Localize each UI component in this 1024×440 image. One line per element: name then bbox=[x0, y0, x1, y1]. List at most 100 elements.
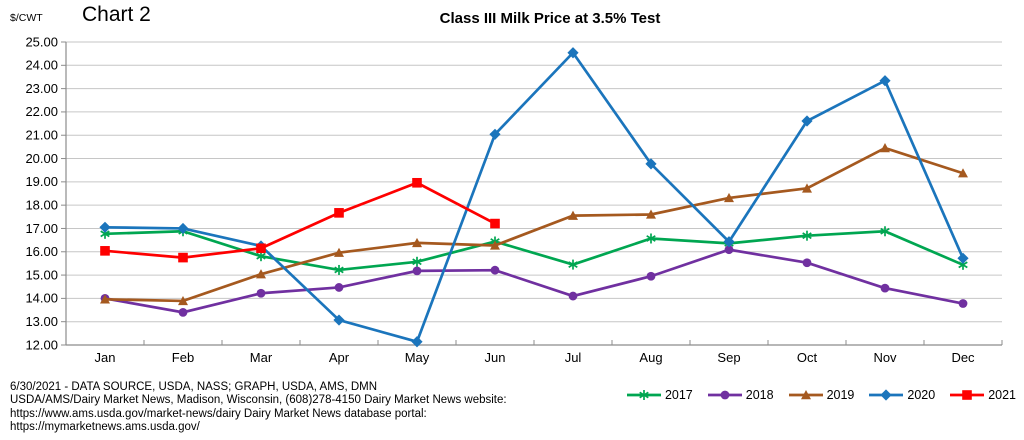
y-tick-label: 21.00 bbox=[25, 128, 58, 143]
legend-label: 2018 bbox=[745, 388, 774, 402]
y-tick-label: 14.00 bbox=[25, 291, 58, 306]
y-tick-label: 25.00 bbox=[25, 34, 58, 49]
x-tick-label: Jun bbox=[485, 350, 506, 365]
data-point-marker-asterisk bbox=[802, 230, 812, 241]
x-tick-label: Sep bbox=[717, 350, 740, 365]
data-point-marker-circle bbox=[256, 288, 266, 298]
data-point-marker-circle bbox=[880, 283, 890, 293]
source-note-line: USDA/AMS/Dairy Market News, Madison, Wis… bbox=[10, 394, 507, 407]
legend-item-2019: 2019 bbox=[787, 388, 855, 402]
y-tick-label: 24.00 bbox=[25, 58, 58, 73]
data-point-marker-circle bbox=[568, 291, 578, 301]
legend-label: 2020 bbox=[907, 388, 936, 402]
data-point-marker-circle bbox=[958, 299, 968, 308]
x-tick-label: Oct bbox=[797, 350, 818, 365]
data-point-marker-diamond bbox=[879, 75, 891, 87]
data-point-marker-asterisk bbox=[646, 233, 656, 244]
data-point-marker-square bbox=[100, 246, 110, 256]
source-note: 6/30/2021 - DATA SOURCE, USDA, NASS; GRA… bbox=[10, 381, 507, 435]
data-point-marker-diamond bbox=[99, 221, 111, 233]
legend-swatch-circle-icon bbox=[707, 390, 742, 400]
data-point-marker-triangle bbox=[490, 240, 500, 250]
data-point-marker-square bbox=[334, 208, 344, 218]
data-point-marker-asterisk bbox=[568, 259, 578, 270]
data-point-marker-triangle bbox=[800, 390, 811, 400]
data-point-marker-circle bbox=[724, 245, 734, 255]
y-tick-label: 23.00 bbox=[25, 81, 58, 96]
data-point-marker-circle bbox=[802, 258, 812, 268]
source-note-line: https://www.ams.usda.gov/market-news/dai… bbox=[10, 407, 427, 420]
legend-swatch-diamond-icon bbox=[869, 389, 904, 401]
chart-number-label: Chart 2 bbox=[82, 3, 151, 26]
data-point-marker-triangle bbox=[802, 183, 812, 193]
data-point-marker-square bbox=[178, 252, 188, 263]
source-note-line: https://mymarketnews.ams.usda.gov/ bbox=[10, 421, 200, 434]
y-tick-label: 17.00 bbox=[25, 221, 58, 236]
x-tick-label: Jan bbox=[95, 350, 116, 365]
data-point-marker-diamond bbox=[645, 158, 657, 170]
line-chart-svg: 12.00 13.00 14.00 15.00 16.00 17.00 18.00 19.00… bbox=[25, 34, 1003, 365]
data-point-marker-triangle bbox=[646, 209, 656, 219]
series-2017 bbox=[100, 226, 968, 275]
data-point-marker-triangle bbox=[568, 210, 578, 220]
source-note-line: 6/30/2021 - DATA SOURCE, USDA, NASS; GRA… bbox=[10, 381, 378, 393]
x-tick-label: May bbox=[405, 350, 430, 365]
data-point-marker-diamond bbox=[723, 236, 735, 248]
y-tick-label: 18.00 bbox=[25, 197, 58, 212]
data-point-marker-diamond bbox=[411, 336, 423, 348]
y-tick-label: 20.00 bbox=[25, 151, 58, 166]
legend-item-2021: 2021 bbox=[948, 388, 1016, 402]
y-tick-label: 16.00 bbox=[25, 244, 58, 259]
data-point-marker-diamond bbox=[333, 314, 345, 326]
data-point-marker-triangle bbox=[256, 269, 266, 279]
x-tick-label: Aug bbox=[639, 350, 662, 365]
data-point-marker-asterisk bbox=[880, 226, 890, 237]
data-point-marker-triangle bbox=[178, 295, 188, 306]
data-point-marker-diamond bbox=[957, 252, 969, 264]
x-tick-label: Mar bbox=[250, 350, 273, 365]
data-point-marker-triangle bbox=[412, 237, 422, 248]
data-point-marker-triangle bbox=[724, 192, 734, 203]
data-point-marker-triangle bbox=[100, 294, 110, 304]
legend-swatch-square-icon bbox=[950, 390, 985, 400]
y-tick-label: 22.00 bbox=[25, 104, 58, 119]
legend-item-2018: 2018 bbox=[706, 388, 774, 402]
data-point-marker-circle bbox=[646, 271, 656, 281]
y-tick-label: 19.00 bbox=[25, 174, 58, 189]
x-tick-label: Dec bbox=[951, 350, 975, 365]
data-point-marker-circle bbox=[490, 265, 500, 275]
legend-label: 2019 bbox=[826, 388, 855, 402]
legend-swatch-asterisk-icon bbox=[626, 390, 661, 400]
data-point-marker-diamond bbox=[801, 115, 813, 127]
series-2020 bbox=[99, 47, 969, 348]
y-axis-units-label: $/CWT bbox=[10, 12, 43, 24]
data-point-marker-circle bbox=[412, 266, 422, 276]
data-point-marker-triangle bbox=[958, 168, 968, 178]
x-tick-label: Jul bbox=[565, 350, 582, 365]
data-point-marker-asterisk bbox=[639, 390, 649, 400]
x-tick-label: Apr bbox=[329, 350, 350, 365]
data-point-marker-square bbox=[412, 177, 422, 188]
data-point-marker-square bbox=[256, 243, 266, 254]
data-point-marker-diamond bbox=[880, 389, 892, 401]
data-point-marker-square bbox=[962, 390, 972, 400]
data-point-marker-diamond bbox=[567, 47, 579, 59]
legend-item-2020: 2020 bbox=[867, 388, 935, 402]
data-point-marker-circle bbox=[334, 283, 344, 292]
series-2019 bbox=[100, 143, 968, 306]
data-point-marker-diamond bbox=[177, 222, 189, 235]
chart-title: Class III Milk Price at 3.5% Test bbox=[439, 10, 661, 27]
y-tick-label: 13.00 bbox=[25, 314, 58, 329]
legend-swatch-triangle-icon bbox=[788, 390, 823, 400]
data-point-marker-asterisk bbox=[412, 256, 422, 267]
x-tick-label: Nov bbox=[873, 350, 897, 365]
data-point-marker-asterisk bbox=[334, 264, 344, 275]
data-point-marker-circle bbox=[720, 390, 730, 400]
chart-legend: 2017 2018 2019 2020 2021 bbox=[625, 388, 1016, 402]
series-2021 bbox=[100, 177, 500, 263]
data-point-marker-triangle bbox=[880, 143, 890, 153]
legend-label: 2021 bbox=[988, 388, 1016, 402]
x-tick-label: Feb bbox=[172, 350, 194, 365]
data-point-marker-square bbox=[490, 218, 500, 229]
